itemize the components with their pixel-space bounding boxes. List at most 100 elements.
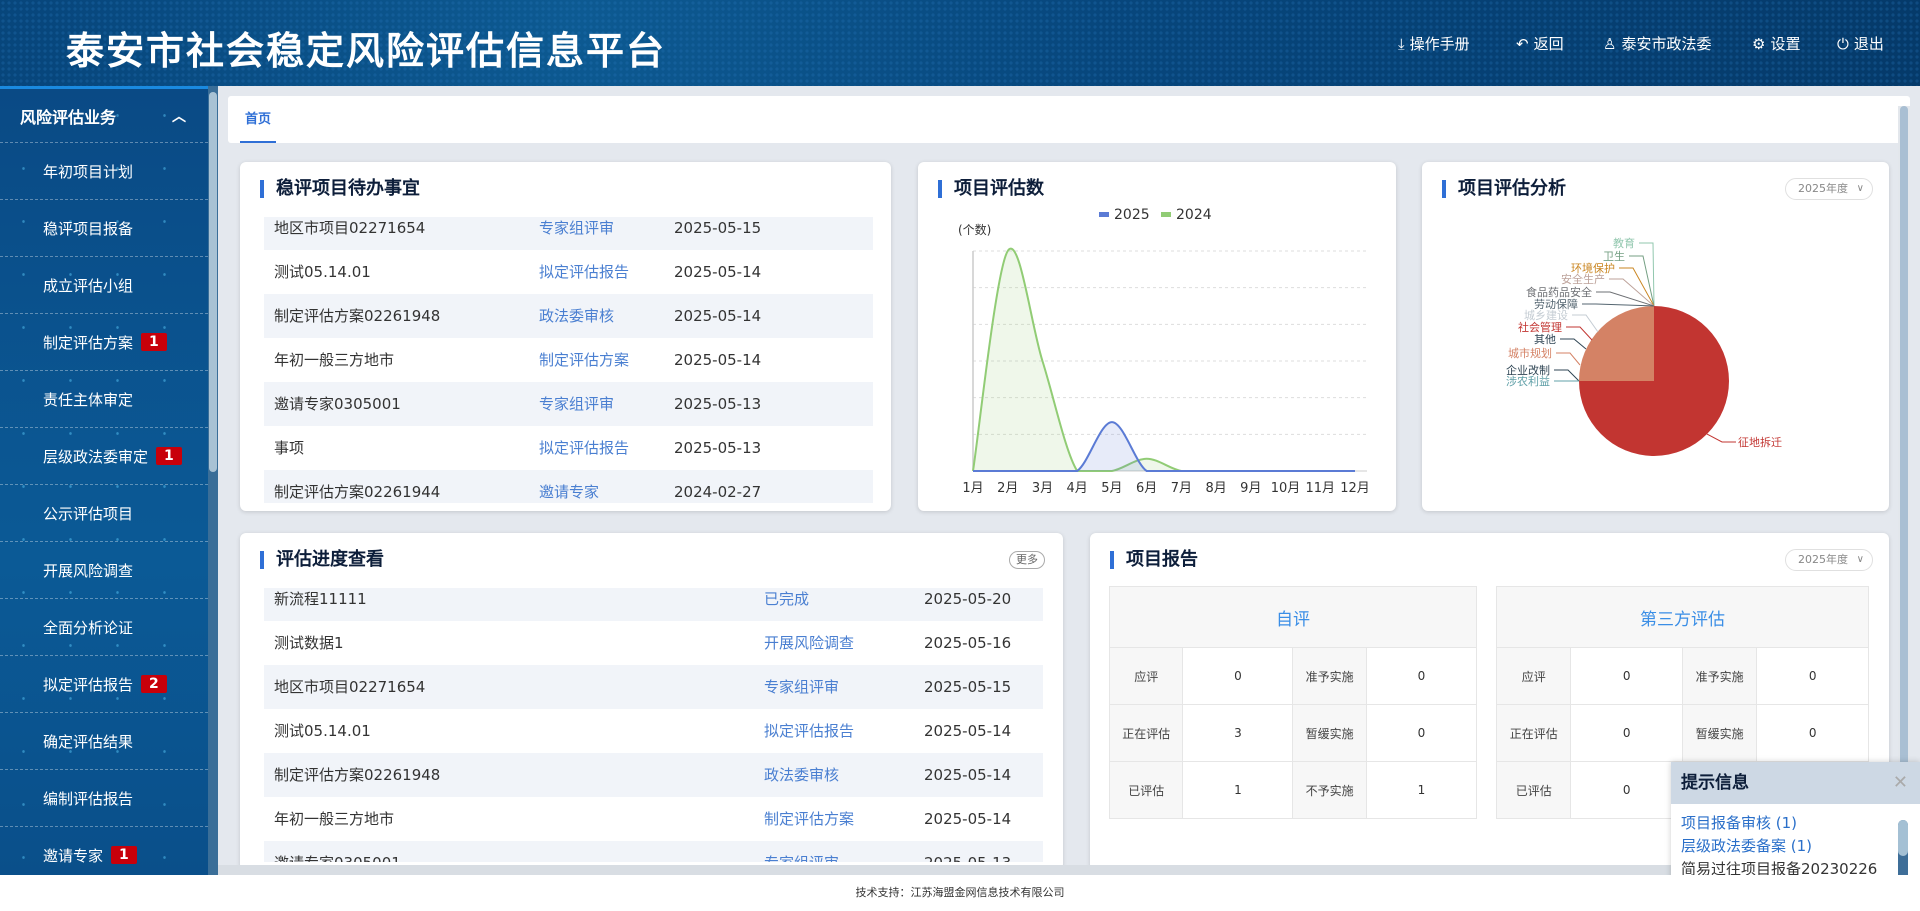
close-icon[interactable]: ✕: [1892, 772, 1908, 793]
sidebar-item[interactable]: 公示评估项目: [0, 485, 208, 542]
sidebar-item-label: 层级政法委审定: [43, 447, 149, 466]
report-row: 正在评估 0 暂缓实施 0: [1495, 704, 1869, 762]
legend-label[interactable]: 2024: [1176, 207, 1212, 223]
item-status[interactable]: 开展风险调查: [764, 634, 855, 652]
item-status[interactable]: 拟定评估报告: [539, 263, 630, 281]
x-tick-label: 6月: [1136, 481, 1157, 496]
list-row[interactable]: 邀请专家0305001 专家组评审 2025-05-13: [264, 841, 1043, 862]
item-status[interactable]: 专家组评审: [764, 841, 839, 862]
pie-slice[interactable]: [1579, 306, 1654, 381]
tab-home[interactable]: 首页: [240, 96, 276, 143]
sidebar-scrollbar[interactable]: [208, 86, 218, 875]
sidebar-item[interactable]: 全面分析论证: [0, 599, 208, 656]
x-tick-label: 7月: [1171, 481, 1192, 496]
header-user-button[interactable]: ♙ 泰安市政法委: [1603, 33, 1711, 54]
list-row[interactable]: 制定评估方案02261944 邀请专家 2024-02-27: [264, 470, 873, 503]
sidebar-scroll-thumb[interactable]: [209, 92, 217, 472]
label-line: [1619, 267, 1655, 307]
sidebar-item[interactable]: 制定评估方案 1: [0, 314, 208, 371]
list-row[interactable]: 测试数据1 开展风险调查 2025-05-16: [264, 621, 1043, 665]
sidebar-item[interactable]: 开展风险调查: [0, 542, 208, 599]
list-row[interactable]: 年初一般三方地市 制定评估方案 2025-05-14: [264, 338, 873, 382]
list-row[interactable]: 新流程11111 已完成 2025-05-20: [264, 588, 1043, 621]
sidebar-item[interactable]: 编制评估报告: [0, 770, 208, 827]
notice-link[interactable]: 层级政法委备案 (1): [1681, 837, 1813, 855]
item-date: 2025-05-15: [924, 678, 1012, 696]
sidebar-group-header[interactable]: 风险评估业务 ︿: [0, 89, 208, 143]
item-name: 新流程11111: [274, 590, 367, 608]
list-row[interactable]: 制定评估方案02261948 政法委审核 2025-05-14: [264, 753, 1043, 797]
item-status[interactable]: 拟定评估报告: [539, 439, 630, 457]
popup-scroll-thumb[interactable]: [1898, 820, 1908, 856]
header-back-button[interactable]: ↶ 返回: [1516, 33, 1564, 54]
chevron-down-icon: ∨: [1856, 183, 1864, 194]
legend-swatch[interactable]: [1161, 212, 1171, 217]
sidebar-item[interactable]: 邀请专家 1: [0, 827, 208, 875]
progress-list[interactable]: 新流程11111 已完成 2025-05-20 测试数据1 开展风险调查 2025-05-…: [264, 588, 1063, 862]
label-line: [1629, 255, 1655, 307]
list-row[interactable]: 制定评估方案02261948 政法委审核 2025-05-14: [264, 294, 873, 338]
item-date: 2024-02-27: [674, 483, 762, 501]
item-status[interactable]: 政法委审核: [539, 307, 615, 325]
sidebar-item[interactable]: 层级政法委审定 1: [0, 428, 208, 485]
world-map-decoration: [0, 0, 1920, 86]
metric-label: 暂缓实施: [1681, 704, 1758, 762]
sidebar-item[interactable]: 拟定评估报告 2: [0, 656, 208, 713]
item-status[interactable]: 拟定评估报告: [764, 722, 855, 740]
report-table: 自评 应评 0 准予实施 0 正在评估 3 暂缓实施 0 已评估 1 不予实施 1: [1108, 586, 1478, 819]
chevron-up-icon[interactable]: ︿: [172, 108, 186, 125]
list-row[interactable]: 事项 拟定评估报告 2025-05-13: [264, 426, 873, 470]
label-line: [1596, 291, 1655, 307]
main-scrollbar[interactable]: [1898, 106, 1910, 866]
pie-label: 涉农利益: [1506, 374, 1550, 388]
year-select[interactable]: 2025年度 ∨: [1785, 178, 1873, 200]
notice-item[interactable]: 简易过往项目报备20230226: [1681, 860, 1878, 878]
list-row[interactable]: 地区市项目02271654 专家组评审 2025-05-15: [264, 665, 1043, 709]
list-row[interactable]: 年初一般三方地市 制定评估方案 2025-05-14: [264, 797, 1043, 841]
pie-label: 征地拆迁: [1738, 435, 1782, 449]
main-scroll-thumb[interactable]: [1900, 106, 1908, 826]
sidebar-item[interactable]: 确定评估结果: [0, 713, 208, 770]
pie-label: 社会管理: [1518, 320, 1562, 334]
item-name: 制定评估方案02261948: [274, 766, 441, 784]
popup-scrollbar[interactable]: [1898, 820, 1908, 900]
horizontal-scrollbar[interactable]: [218, 865, 1898, 875]
label-line: [1560, 338, 1587, 350]
header-menu-label: 返回: [1533, 35, 1564, 53]
item-status[interactable]: 专家组评审: [539, 219, 615, 237]
item-status[interactable]: 专家组评审: [764, 678, 840, 696]
header-download-button[interactable]: ⤓ 操作手册: [1398, 33, 1470, 54]
header-menu-label: 退出: [1853, 35, 1884, 53]
header-menu-label: 泰安市政法委: [1621, 35, 1712, 53]
more-button[interactable]: 更多: [1009, 551, 1045, 569]
item-name: 邀请专家0305001: [274, 841, 401, 862]
legend-label[interactable]: 2025: [1114, 207, 1150, 223]
list-row[interactable]: 地区市项目02271654 专家组评审 2025-05-15: [264, 217, 873, 250]
legend-swatch[interactable]: [1099, 212, 1109, 217]
footer: 技术支持：江苏海盟金网信息技术有限公司: [0, 875, 1920, 911]
item-status[interactable]: 政法委审核: [764, 766, 840, 784]
year-select[interactable]: 2025年度 ∨: [1785, 549, 1873, 571]
metric-value: 0: [1756, 704, 1869, 762]
list-row[interactable]: 邀请专家0305001 专家组评审 2025-05-13: [264, 382, 873, 426]
item-status[interactable]: 专家组评审: [539, 395, 615, 413]
item-status[interactable]: 已完成: [764, 590, 810, 608]
header-power-button[interactable]: ⏻ 退出: [1837, 33, 1884, 54]
item-date: 2025-05-13: [924, 841, 1011, 862]
item-status[interactable]: 制定评估方案: [539, 351, 630, 369]
card-title: 项目报告: [1110, 551, 1198, 569]
sidebar-item[interactable]: 年初项目计划: [0, 143, 208, 200]
item-name: 年初一般三方地市: [274, 810, 395, 828]
item-status[interactable]: 邀请专家: [539, 483, 600, 501]
x-tick-label: 8月: [1205, 481, 1226, 496]
sidebar-item[interactable]: 责任主体审定: [0, 371, 208, 428]
notice-link[interactable]: 项目报备审核 (1): [1681, 814, 1798, 832]
header-gear-button[interactable]: ⚙ 设置: [1752, 33, 1800, 54]
series-area-2024: [973, 248, 1355, 471]
sidebar-item[interactable]: 稳评项目报备: [0, 200, 208, 257]
todo-list[interactable]: 地区市项目02271654 专家组评审 2025-05-15 测试05.14.01 拟定…: [264, 217, 891, 503]
list-row[interactable]: 测试05.14.01 拟定评估报告 2025-05-14: [264, 250, 873, 294]
list-row[interactable]: 测试05.14.01 拟定评估报告 2025-05-14: [264, 709, 1043, 753]
item-status[interactable]: 制定评估方案: [764, 810, 855, 828]
sidebar-item[interactable]: 成立评估小组: [0, 257, 208, 314]
